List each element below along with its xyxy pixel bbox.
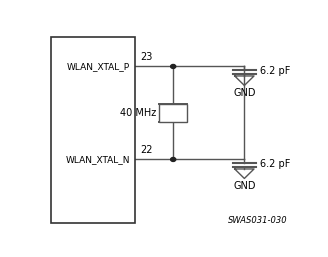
Text: SWAS031-030: SWAS031-030 xyxy=(228,216,288,225)
Text: 6.2 pF: 6.2 pF xyxy=(260,159,290,169)
Text: WLAN_XTAL_P: WLAN_XTAL_P xyxy=(67,62,130,71)
Text: GND: GND xyxy=(233,181,256,191)
Bar xyxy=(51,37,135,223)
Text: 40 MHz: 40 MHz xyxy=(120,108,157,118)
Circle shape xyxy=(171,65,176,68)
Bar xyxy=(159,104,187,122)
Text: 23: 23 xyxy=(140,51,153,61)
Circle shape xyxy=(171,158,176,161)
Text: 22: 22 xyxy=(140,144,153,154)
Text: WLAN_XTAL_N: WLAN_XTAL_N xyxy=(66,155,130,164)
Text: 6.2 pF: 6.2 pF xyxy=(260,66,290,76)
Text: GND: GND xyxy=(233,88,256,98)
